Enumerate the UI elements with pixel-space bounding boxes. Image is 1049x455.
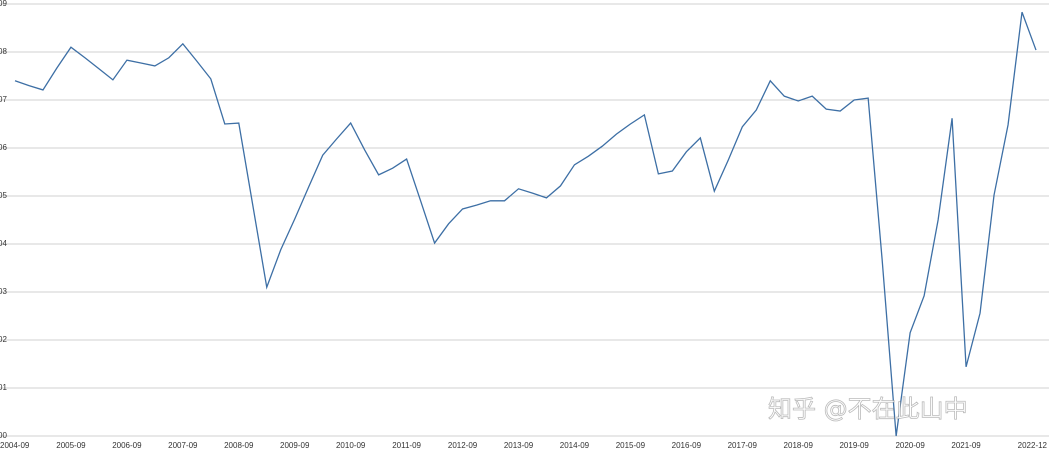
x-tick-label: 2004-09 [0,441,30,450]
x-tick-label: 2009-09 [280,441,310,450]
x-tick-label: 2011-09 [392,441,421,450]
x-tick-label: 2018-09 [784,441,814,450]
x-tick-label: 2022-12 [1018,441,1048,450]
y-tick-label: 00 [0,431,7,440]
y-tick-label: 01 [0,383,7,392]
x-tick-label: 2005-09 [56,441,86,450]
x-tick-label: 2007-09 [168,441,198,450]
x-tick-label: 2017-09 [728,441,758,450]
y-tick-label: 08 [0,47,7,56]
x-tick-label: 2020-09 [895,441,925,450]
x-tick-label: 2010-09 [336,441,366,450]
y-tick-label: 04 [0,239,7,248]
y-tick-label: 07 [0,95,7,104]
x-tick-label: 2013-09 [504,441,534,450]
y-tick-label: 03 [0,287,7,296]
y-tick-label: 06 [0,143,7,152]
x-tick-label: 2016-09 [672,441,702,450]
y-tick-label: 02 [0,335,7,344]
x-tick-label: 2012-09 [448,441,478,450]
y-tick-label: 05 [0,191,7,200]
data-line [14,11,1037,437]
x-tick-label: 2019-09 [839,441,869,450]
x-tick-label: 2015-09 [616,441,646,450]
x-tick-label: 2006-09 [112,441,142,450]
x-tick-label: 2014-09 [560,441,590,450]
y-tick-label: 09 [0,0,7,8]
x-tick-label: 2008-09 [224,441,254,450]
watermark: 知乎 @不在此山中 [768,395,968,423]
x-tick-label: 2021-09 [951,441,981,450]
